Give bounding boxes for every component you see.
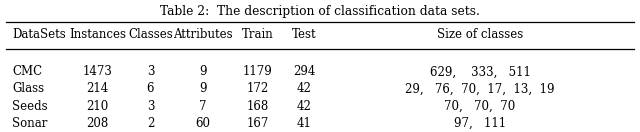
Text: Seeds: Seeds bbox=[12, 100, 48, 113]
Text: 7: 7 bbox=[200, 100, 207, 113]
Text: CMC: CMC bbox=[12, 65, 42, 78]
Text: 168: 168 bbox=[246, 100, 269, 113]
Text: 2: 2 bbox=[147, 117, 154, 130]
Text: 41: 41 bbox=[296, 117, 312, 130]
Text: 42: 42 bbox=[296, 82, 312, 95]
Text: 6: 6 bbox=[147, 82, 154, 95]
Text: 208: 208 bbox=[86, 117, 109, 130]
Text: Table 2:  The description of classification data sets.: Table 2: The description of classificati… bbox=[160, 5, 480, 18]
Text: 60: 60 bbox=[196, 117, 211, 130]
Text: 167: 167 bbox=[246, 117, 269, 130]
Text: Instances: Instances bbox=[69, 28, 126, 41]
Text: 1473: 1473 bbox=[83, 65, 113, 78]
Text: 97,   111: 97, 111 bbox=[454, 117, 506, 130]
Text: DataSets: DataSets bbox=[12, 28, 66, 41]
Text: Test: Test bbox=[292, 28, 316, 41]
Text: 172: 172 bbox=[246, 82, 269, 95]
Text: Attributes: Attributes bbox=[173, 28, 233, 41]
Text: 29,   76,  70,  17,  13,  19: 29, 76, 70, 17, 13, 19 bbox=[405, 82, 555, 95]
Text: 42: 42 bbox=[296, 100, 312, 113]
Text: 629,    333,   511: 629, 333, 511 bbox=[429, 65, 531, 78]
Text: 9: 9 bbox=[200, 82, 207, 95]
Text: 210: 210 bbox=[86, 100, 109, 113]
Text: Train: Train bbox=[242, 28, 273, 41]
Text: Glass: Glass bbox=[12, 82, 44, 95]
Text: 1179: 1179 bbox=[243, 65, 273, 78]
Text: 294: 294 bbox=[293, 65, 315, 78]
Text: Sonar: Sonar bbox=[12, 117, 47, 130]
Text: 70,   70,  70: 70, 70, 70 bbox=[444, 100, 516, 113]
Text: 214: 214 bbox=[86, 82, 109, 95]
Text: Classes: Classes bbox=[128, 28, 173, 41]
Text: 3: 3 bbox=[147, 100, 154, 113]
Text: 3: 3 bbox=[147, 65, 154, 78]
Text: 9: 9 bbox=[200, 65, 207, 78]
Text: Size of classes: Size of classes bbox=[437, 28, 523, 41]
